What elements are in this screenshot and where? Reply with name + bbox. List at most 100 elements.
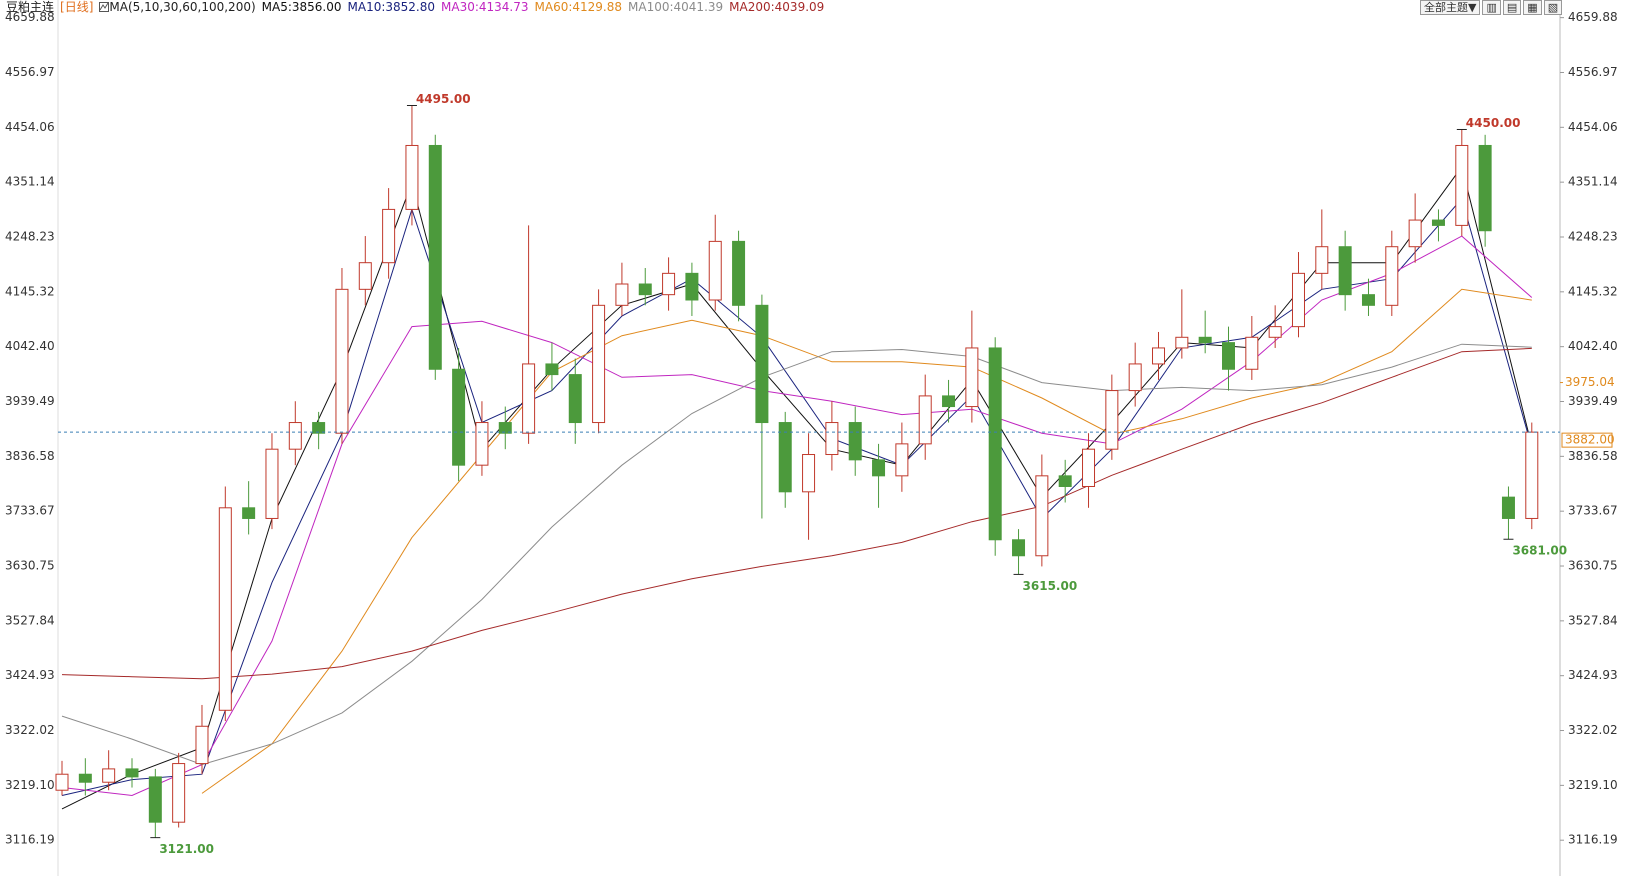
y-tick-label-right: 3527.84 bbox=[1568, 613, 1618, 627]
extreme-label: 3681.00 bbox=[1512, 544, 1567, 558]
candle-body bbox=[1058, 475, 1072, 487]
ma-line bbox=[61, 343, 1532, 766]
candle-body bbox=[1222, 342, 1235, 370]
candle-body bbox=[475, 422, 489, 466]
y-tick-label-right: 3424.93 bbox=[1568, 668, 1618, 682]
y-tick-label: 3424.93 bbox=[5, 668, 55, 682]
legend-item[interactable]: MA5:3856.00 bbox=[261, 0, 342, 14]
indicator[interactable]: MA(5,10,30,60,100,200) bbox=[99, 0, 256, 14]
candle-body bbox=[895, 443, 909, 477]
candle-body bbox=[988, 347, 1002, 541]
y-tick-label-right: 3116.19 bbox=[1568, 833, 1618, 847]
candle-body bbox=[1478, 144, 1492, 232]
extreme-label: 4450.00 bbox=[1466, 116, 1521, 130]
y-tick-label-right: 4248.23 bbox=[1568, 229, 1618, 243]
y-tick-label: 4145.32 bbox=[5, 284, 55, 298]
candle-body bbox=[802, 454, 816, 493]
y-tick-label-right: 3322.02 bbox=[1568, 723, 1618, 737]
candle-body bbox=[1128, 363, 1142, 392]
extreme-label: 4495.00 bbox=[416, 92, 471, 106]
y-tick-label: 3630.75 bbox=[5, 559, 55, 573]
y-tick-label-right: 3630.75 bbox=[1568, 559, 1618, 573]
candle-body bbox=[708, 240, 722, 301]
candle-body bbox=[1338, 246, 1352, 296]
candle-body bbox=[242, 507, 256, 519]
indicator-text: MA(5,10,30,60,100,200) bbox=[109, 0, 256, 14]
y-tick-label: 3527.84 bbox=[5, 613, 55, 627]
tool-icon[interactable]: ▥ bbox=[1482, 0, 1501, 15]
legend-item[interactable]: MA10:3852.80 bbox=[347, 0, 436, 14]
ma-line bbox=[201, 288, 1532, 794]
candle-body bbox=[755, 304, 769, 424]
candle-body bbox=[195, 725, 209, 765]
tool-icon[interactable]: ▦ bbox=[1523, 0, 1542, 15]
theme-button[interactable]: 全部主题▼ bbox=[1420, 0, 1481, 15]
candle-body bbox=[1385, 246, 1399, 306]
tool-icon[interactable]: ▤ bbox=[1502, 0, 1522, 15]
candle-body bbox=[615, 283, 629, 306]
title: 豆粕主连 bbox=[6, 0, 55, 14]
candle-body bbox=[545, 363, 559, 376]
ma-line bbox=[61, 235, 1533, 797]
candle-body bbox=[382, 208, 396, 264]
legend-item[interactable]: MA60:4129.88 bbox=[534, 0, 623, 14]
candle-body bbox=[872, 459, 886, 477]
price-tag-box bbox=[1561, 432, 1613, 448]
y-tick-label-right: 3219.10 bbox=[1568, 778, 1618, 792]
candle-body bbox=[685, 272, 699, 301]
candle-body bbox=[218, 507, 232, 711]
candle-body bbox=[288, 422, 302, 450]
candle-body bbox=[522, 363, 536, 434]
candle-body bbox=[1408, 219, 1422, 248]
y-tick-label-right: 3939.49 bbox=[1568, 394, 1618, 408]
candle-body bbox=[358, 262, 372, 290]
tool-icon[interactable]: ▧ bbox=[1543, 0, 1563, 15]
y-tick-label: 4351.14 bbox=[5, 175, 55, 189]
candle-body bbox=[965, 347, 979, 408]
candle-body bbox=[405, 144, 419, 210]
candle-body bbox=[848, 422, 862, 461]
candle-body bbox=[172, 763, 186, 823]
candle-body bbox=[1105, 390, 1119, 450]
candle-body bbox=[1501, 496, 1515, 519]
y-tick-label-right: 4556.97 bbox=[1568, 65, 1618, 79]
y-tick-label-right: 3836.58 bbox=[1568, 449, 1618, 463]
candle-body bbox=[1152, 347, 1166, 365]
y-tick-label: 4454.06 bbox=[5, 120, 55, 134]
candle-body bbox=[265, 448, 279, 519]
candle-body bbox=[778, 422, 792, 493]
candle-body bbox=[1315, 246, 1329, 274]
period[interactable]: [日线] bbox=[60, 0, 94, 14]
y-tick-label: 4248.23 bbox=[5, 229, 55, 243]
candle-body bbox=[1268, 326, 1282, 338]
legend-item[interactable]: MA100:4041.39 bbox=[628, 0, 724, 14]
candle-body bbox=[1431, 219, 1445, 226]
candle-body bbox=[918, 395, 932, 445]
candle-body bbox=[662, 272, 676, 296]
legend-item[interactable]: MA30:4134.73 bbox=[441, 0, 529, 14]
candle-body bbox=[1291, 272, 1305, 328]
ma-line bbox=[61, 347, 1532, 680]
candle-body bbox=[942, 395, 956, 408]
candle-body bbox=[732, 240, 746, 306]
y-tick-label-right: 4145.32 bbox=[1568, 284, 1618, 298]
toolbar: 全部主题▼ ▥ ▤ ▦ ▧ bbox=[1420, 0, 1563, 15]
y-tick-label: 3733.67 bbox=[5, 504, 55, 518]
extreme-label: 3121.00 bbox=[159, 842, 214, 856]
candle-body bbox=[1525, 431, 1539, 519]
candle-body bbox=[638, 283, 652, 296]
candle-body bbox=[78, 773, 92, 783]
indicator-icon bbox=[99, 2, 110, 12]
y-tick-label-right: 4454.06 bbox=[1568, 120, 1618, 134]
legend-item[interactable]: MA200:4039.09 bbox=[729, 0, 825, 14]
candle-body bbox=[55, 773, 69, 791]
y-tick-label: 3322.02 bbox=[5, 723, 55, 737]
y-tick-label-right: 4659.88 bbox=[1568, 10, 1618, 24]
y-tick-label: 3836.58 bbox=[5, 449, 55, 463]
candle-body bbox=[1455, 144, 1469, 226]
candle-body bbox=[428, 144, 442, 370]
ma-line bbox=[61, 197, 1533, 796]
y-tick-label-right: 4042.40 bbox=[1568, 339, 1618, 353]
y-tick-label-right: 4351.14 bbox=[1568, 175, 1618, 189]
